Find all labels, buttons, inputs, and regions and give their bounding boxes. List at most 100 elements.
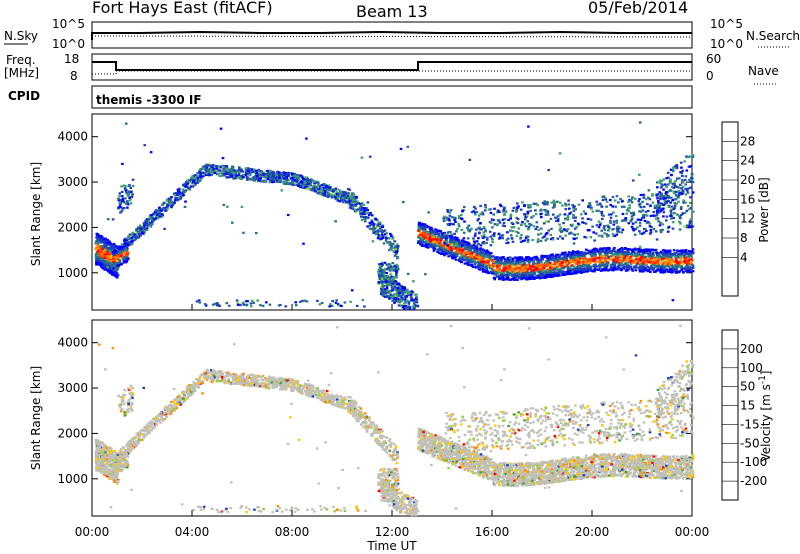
data-cell — [126, 250, 129, 254]
data-cell — [118, 206, 122, 209]
data-cell — [483, 209, 487, 212]
data-cell — [371, 220, 374, 223]
data-cell — [124, 247, 128, 250]
data-cell — [290, 176, 294, 179]
data-cell — [586, 269, 590, 272]
data-cell — [443, 233, 447, 236]
y-tick-label: 2000 — [57, 220, 88, 234]
data-cell — [451, 216, 454, 219]
freq-unit: [MHz] — [4, 66, 39, 80]
data-cell — [315, 186, 318, 189]
data-cell — [688, 263, 692, 266]
data-cell — [457, 244, 461, 247]
data-cell — [671, 270, 674, 274]
data-cell — [502, 271, 506, 275]
data-cell — [679, 249, 683, 252]
data-cell — [612, 259, 615, 262]
beam-label: Beam 13 — [356, 2, 428, 21]
data-cell — [664, 252, 667, 255]
data-cell — [662, 211, 666, 214]
data-cell — [198, 179, 202, 182]
data-cell — [461, 239, 464, 242]
data-cell — [174, 196, 177, 199]
data-cell — [352, 198, 355, 201]
data-cell — [509, 234, 513, 237]
data-cell — [238, 176, 241, 179]
data-cell — [635, 258, 638, 261]
data-cell — [665, 215, 669, 218]
data-cell — [418, 236, 422, 239]
data-cell — [681, 263, 684, 266]
data-cell — [589, 236, 593, 239]
data-cell — [663, 270, 667, 274]
data-cell — [126, 252, 130, 255]
data-cell — [112, 267, 115, 270]
data-cell — [651, 260, 655, 263]
data-cell — [621, 254, 625, 257]
data-cell — [435, 231, 439, 234]
data-cell — [681, 249, 684, 252]
data-cell — [581, 217, 584, 220]
data-cell — [553, 259, 556, 263]
data-cell — [302, 186, 305, 189]
data-cell — [390, 234, 393, 237]
data-cell — [196, 181, 200, 184]
data-cell — [228, 170, 231, 173]
nsky-tick-bottom: 10^0 — [52, 37, 85, 51]
data-cell — [186, 185, 189, 188]
data-cell — [220, 174, 223, 177]
data-cell — [440, 242, 444, 245]
data-cell — [226, 175, 229, 179]
data-cell — [332, 194, 336, 197]
data-cell — [105, 257, 109, 260]
data-cell — [581, 261, 585, 265]
data-cell — [449, 254, 452, 257]
data-cell — [178, 187, 181, 190]
data-cell — [691, 248, 695, 251]
data-cell — [657, 255, 660, 258]
data-cell — [123, 239, 126, 242]
data-cell — [637, 249, 641, 252]
data-cell — [114, 274, 118, 277]
data-cell — [303, 175, 306, 179]
data-cell — [578, 259, 582, 262]
data-cell — [299, 174, 302, 177]
data-cell — [497, 269, 500, 272]
data-cell — [645, 248, 648, 251]
data-cell — [289, 172, 293, 175]
data-cell — [310, 178, 313, 181]
data-cell — [443, 248, 446, 251]
data-cell — [639, 264, 642, 267]
data-cell — [611, 266, 615, 269]
data-cell — [120, 209, 124, 212]
data-cell — [486, 236, 489, 239]
data-cell — [617, 201, 620, 204]
data-cell — [256, 179, 260, 183]
data-cell — [115, 266, 119, 270]
data-cell — [317, 187, 320, 190]
data-cell — [479, 222, 482, 225]
data-cell — [660, 255, 664, 258]
data-cell — [486, 264, 489, 267]
data-cell — [638, 267, 642, 270]
data-cell — [463, 262, 467, 265]
data-cell — [428, 233, 431, 236]
data-cell — [690, 225, 693, 228]
data-cell — [662, 268, 666, 271]
data-cell — [667, 270, 671, 273]
data-cell — [689, 260, 693, 263]
data-cell — [455, 244, 459, 247]
data-cell — [487, 250, 490, 253]
data-cell — [646, 269, 650, 272]
data-cell — [539, 264, 543, 267]
data-cell — [592, 251, 595, 254]
data-cell — [558, 262, 562, 265]
data-cell — [571, 250, 575, 253]
data-cell — [634, 221, 638, 224]
data-cell — [128, 199, 132, 202]
data-cell — [568, 252, 572, 255]
data-cell — [372, 226, 375, 229]
data-cell — [656, 261, 660, 264]
data-cell — [240, 170, 243, 173]
data-cell — [478, 268, 482, 271]
